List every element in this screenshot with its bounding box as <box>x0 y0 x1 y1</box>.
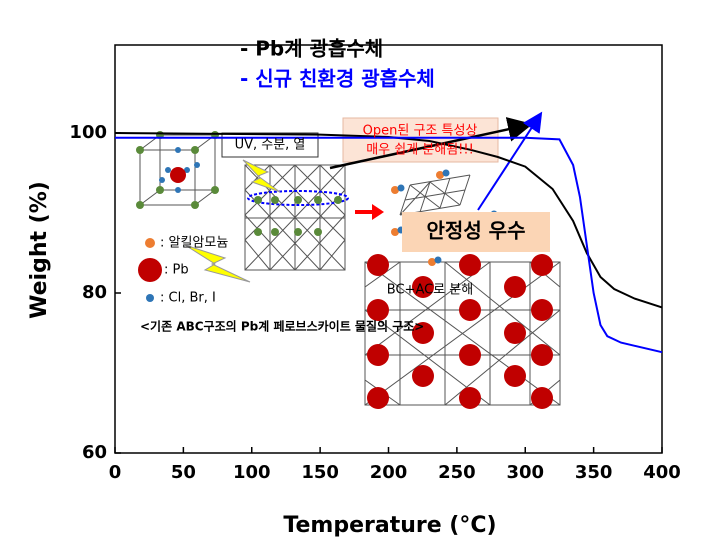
atom <box>136 201 144 209</box>
annotation: Open된 구조 특성상 <box>363 124 478 139</box>
atom <box>314 228 322 236</box>
atom <box>367 344 389 366</box>
x-tick-label: 350 <box>575 462 613 483</box>
atom <box>254 196 262 204</box>
atom <box>459 254 481 276</box>
atom <box>175 147 181 153</box>
atom <box>294 196 302 204</box>
atom <box>412 322 434 344</box>
annotation: 매우 쉽게 분해됨!!! <box>366 143 474 158</box>
illustration <box>139 134 561 406</box>
atom <box>165 167 171 173</box>
arrow <box>477 111 543 211</box>
atom <box>459 299 481 321</box>
atom <box>170 167 186 183</box>
atom <box>159 177 165 183</box>
atom <box>184 167 190 173</box>
label-box <box>402 212 550 252</box>
annotation: UV, 수분, 열 <box>235 138 306 153</box>
atom <box>504 276 526 298</box>
atom <box>434 256 442 264</box>
atom <box>531 254 553 276</box>
x-tick-label: 0 <box>109 462 122 483</box>
atom <box>194 162 200 168</box>
atom <box>271 196 279 204</box>
x-tick-label: 50 <box>171 462 196 483</box>
atom <box>442 169 450 177</box>
atom <box>156 186 164 194</box>
atom <box>436 171 444 179</box>
y-tick-label: 80 <box>82 282 107 303</box>
atom <box>412 365 434 387</box>
atom <box>294 228 302 236</box>
lightning <box>184 244 251 283</box>
atom <box>334 196 342 204</box>
legend-entry: - Pb계 광흡수체 <box>240 37 383 61</box>
atom <box>531 344 553 366</box>
atom <box>367 254 389 276</box>
atom <box>175 187 181 193</box>
atom <box>412 276 434 298</box>
x-tick-label: 300 <box>506 462 544 483</box>
atom <box>367 387 389 409</box>
x-tick-label: 250 <box>438 462 476 483</box>
x-tick-label: 100 <box>233 462 271 483</box>
atom <box>504 322 526 344</box>
atom <box>314 196 322 204</box>
atom <box>397 184 405 192</box>
y-tick-label: 60 <box>82 442 107 463</box>
legend-entry: - 신규 친환경 광흡수체 <box>240 67 435 91</box>
atom <box>191 201 199 209</box>
atom <box>136 146 144 154</box>
legend-atom <box>146 294 154 302</box>
series-line <box>115 136 663 354</box>
annotation: : 알킬암모늄 <box>160 236 228 251</box>
annotation: <기존 ABC구조의 Pb계 페로브스카이트 물질의 구조> <box>140 319 424 334</box>
lightning <box>242 159 281 193</box>
atom <box>428 258 436 266</box>
atom <box>531 387 553 409</box>
atom <box>459 387 481 409</box>
legend-atom <box>145 238 155 248</box>
annotation: : Pb <box>164 263 189 278</box>
y-axis-label: Weight (%) <box>27 181 52 319</box>
atom <box>211 186 219 194</box>
arrow <box>329 117 533 170</box>
highlight-ellipse <box>247 190 349 206</box>
annotation: BC+AC로 분해 <box>387 283 473 298</box>
legend-atom <box>138 258 162 282</box>
red-arrow <box>355 204 384 220</box>
x-axis-label: Temperature (°C) <box>283 513 496 538</box>
annotation: 안정성 우수 <box>427 219 526 243</box>
atom <box>191 146 199 154</box>
x-tick-label: 150 <box>301 462 339 483</box>
atom <box>254 228 262 236</box>
annotation: : Cl, Br, I <box>160 291 216 306</box>
atom <box>504 365 526 387</box>
atom <box>391 186 399 194</box>
y-tick-label: 100 <box>69 122 107 143</box>
x-tick-label: 200 <box>370 462 408 483</box>
atoms <box>136 131 553 409</box>
atom <box>459 344 481 366</box>
atom <box>271 228 279 236</box>
atom <box>391 228 399 236</box>
atom <box>531 299 553 321</box>
atom <box>367 299 389 321</box>
x-tick-label: 400 <box>643 462 681 483</box>
